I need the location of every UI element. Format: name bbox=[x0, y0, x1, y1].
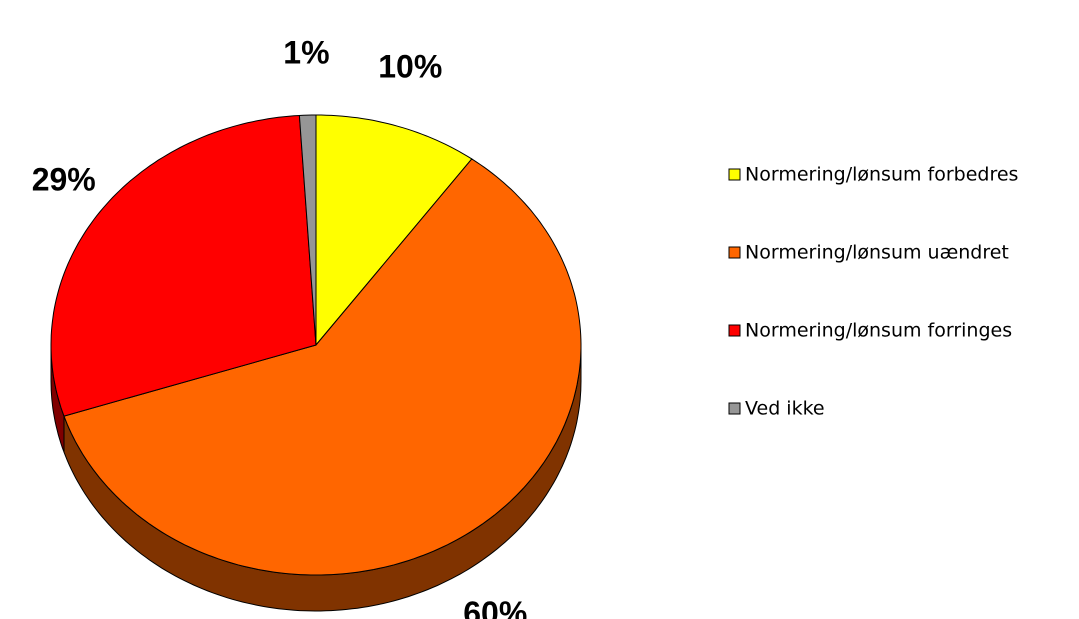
data-label: 1% bbox=[283, 35, 329, 71]
legend-swatch bbox=[728, 168, 741, 181]
slice bbox=[315, 114, 473, 347]
legend-label: Normering/lønsum forbedres bbox=[745, 164, 1018, 186]
data-label: 60% bbox=[463, 595, 527, 619]
legend-label: Normering/lønsum uændret bbox=[745, 242, 1009, 264]
legend-swatch bbox=[728, 324, 741, 337]
slice bbox=[298, 114, 317, 346]
slice bbox=[63, 158, 582, 576]
data-label: 10% bbox=[378, 49, 442, 85]
slice bbox=[50, 114, 317, 417]
legend-label: Normering/lønsum forringes bbox=[745, 320, 1012, 342]
data-label: 29% bbox=[32, 161, 96, 197]
legend-swatch bbox=[728, 402, 741, 415]
legend-swatch bbox=[728, 246, 741, 259]
legend-label: Ved ikke bbox=[745, 398, 825, 420]
